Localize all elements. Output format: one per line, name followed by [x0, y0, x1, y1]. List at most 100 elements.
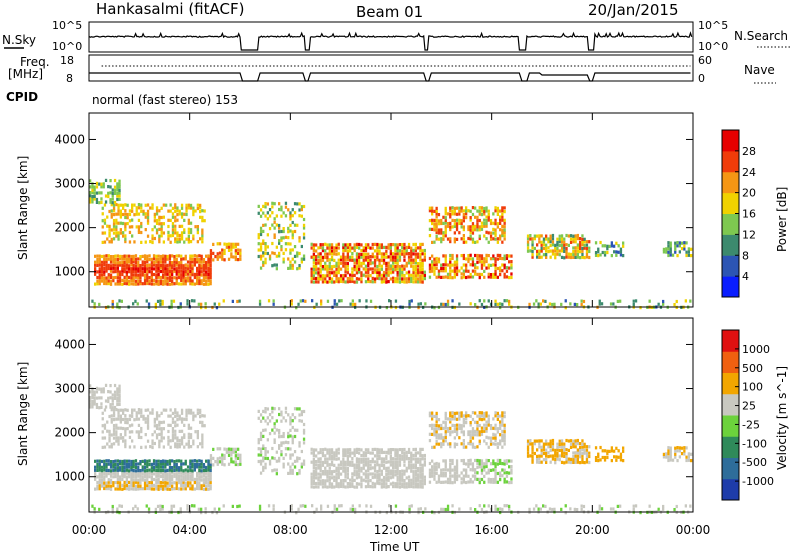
power-cell	[533, 234, 536, 238]
power-cell	[499, 228, 502, 232]
power-colorbar-segment	[722, 276, 739, 298]
velocity-cell	[124, 439, 127, 443]
velocity-cell	[431, 471, 434, 475]
power-cell	[489, 221, 493, 226]
velocity-cell	[140, 411, 143, 415]
velocity-cell	[485, 435, 488, 439]
velocity-cell	[367, 473, 370, 477]
power-cell	[396, 261, 399, 265]
velocity-cell	[98, 507, 101, 511]
power-cell	[185, 237, 188, 241]
velocity-cell	[109, 405, 112, 409]
power-cell	[440, 221, 443, 226]
power-cell	[205, 272, 208, 277]
velocity-cell	[264, 450, 267, 454]
velocity-cell	[177, 474, 181, 479]
velocity-cell	[302, 459, 306, 463]
velocity-cell	[676, 449, 679, 453]
power-cell	[412, 242, 415, 247]
velocity-cell	[169, 408, 172, 412]
power-cell	[580, 299, 583, 303]
power-cell	[371, 252, 374, 256]
power-cell	[487, 272, 490, 276]
velocity-cell	[180, 462, 183, 466]
velocity-cell	[489, 426, 493, 431]
velocity-cell	[117, 436, 120, 440]
power-cell	[579, 240, 582, 244]
velocity-cell	[157, 478, 160, 482]
velocity-cell	[442, 442, 445, 446]
power-cell	[330, 252, 334, 256]
power-cell	[581, 249, 584, 253]
power-cell	[433, 306, 436, 310]
velocity-cell	[349, 478, 352, 482]
power-cell	[125, 254, 128, 258]
velocity-cell	[130, 483, 133, 487]
power-cell	[435, 215, 438, 219]
velocity-cell	[166, 472, 169, 476]
power-cell	[257, 248, 260, 252]
velocity-cell	[177, 466, 181, 470]
power-cell	[526, 246, 530, 250]
velocity-cell	[191, 465, 194, 469]
velocity-cell	[145, 504, 148, 508]
velocity-cell	[160, 420, 163, 425]
power-cell	[419, 264, 422, 269]
velocity-cell	[594, 446, 598, 450]
power-cell	[116, 266, 119, 270]
power-cell	[360, 249, 363, 253]
power-cell	[382, 277, 386, 281]
power-cell	[492, 237, 495, 241]
velocity-cell	[271, 456, 274, 460]
velocity-cell	[207, 465, 210, 469]
power-cell	[442, 269, 445, 273]
velocity-cell	[581, 442, 584, 446]
power-cell	[453, 272, 456, 276]
power-cell	[174, 237, 177, 241]
velocity-cell	[100, 402, 103, 406]
velocity-cell	[196, 465, 199, 469]
power-cell	[489, 275, 493, 279]
power-cell	[162, 222, 165, 226]
velocity-cell	[96, 475, 99, 479]
velocity-cell	[355, 450, 359, 454]
power-cell	[398, 243, 402, 247]
velocity-cell	[101, 430, 104, 434]
power-cell	[289, 214, 292, 218]
power-cell	[387, 246, 390, 250]
velocity-cell	[598, 504, 601, 508]
power-cell	[382, 252, 386, 256]
power-cell	[124, 222, 127, 226]
power-cell	[569, 255, 573, 260]
power-cell	[387, 273, 390, 277]
velocity-cell	[419, 453, 422, 458]
power-cell	[175, 258, 178, 262]
power-cell	[116, 254, 119, 258]
velocity-cell	[416, 482, 420, 486]
velocity-cell	[155, 417, 159, 421]
power-cell	[310, 280, 313, 284]
velocity-cell	[380, 460, 383, 464]
power-cell	[451, 276, 454, 280]
power-cell	[115, 225, 118, 229]
power-cell	[125, 273, 128, 277]
nsky-tick-high: 10^5	[52, 19, 82, 32]
velocity-cell	[310, 476, 313, 480]
velocity-cell	[440, 442, 443, 446]
power-cell	[100, 279, 104, 283]
velocity-cell	[615, 446, 618, 450]
power-cell	[369, 258, 372, 262]
power-cell	[351, 255, 354, 259]
velocity-cell	[315, 466, 318, 471]
velocity-cell	[496, 445, 499, 449]
power-cell	[433, 225, 436, 229]
power-cell	[280, 248, 283, 252]
power-cell	[189, 282, 192, 286]
velocity-cell	[238, 504, 241, 508]
power-cell	[549, 237, 552, 241]
power-cell	[526, 240, 530, 244]
power-cell	[177, 272, 181, 277]
power-cell	[159, 257, 162, 261]
velocity-cell	[615, 455, 618, 459]
velocity-cell	[152, 487, 156, 491]
